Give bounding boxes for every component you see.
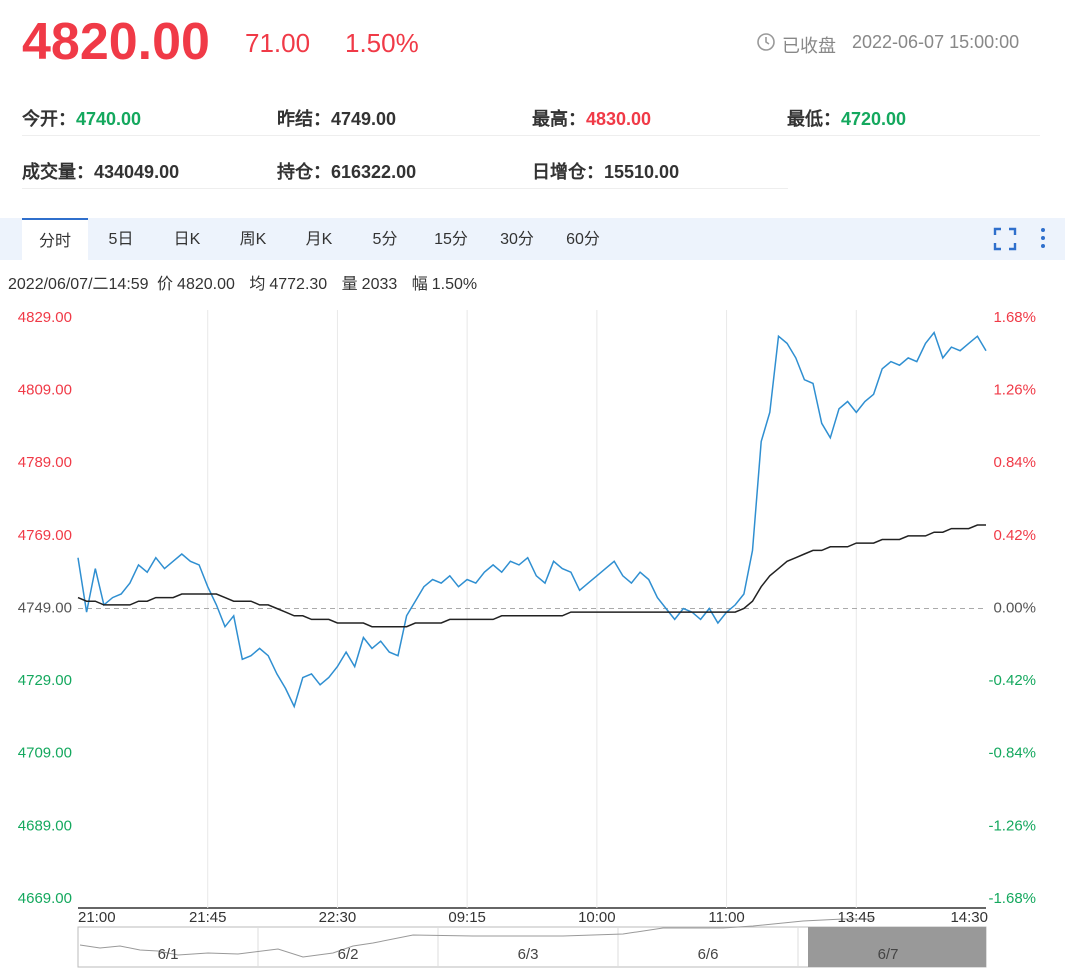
status: 已收盘 — [782, 36, 836, 56]
navigator-label: 6/7 — [878, 946, 899, 963]
navigator-label: 6/2 — [338, 946, 359, 963]
stat-label: 昨结：4749.00 — [277, 109, 397, 129]
navigator-labels: 6/1 6/2 6/3 6/6 6/7 — [158, 946, 899, 963]
stat-value: 616322.00 — [331, 162, 417, 182]
navigator-dividers — [257, 927, 799, 967]
info-value: 2033 — [361, 276, 398, 293]
y2-tick-label: -1.26% — [988, 817, 1036, 834]
info-value: 1.50% — [431, 276, 478, 293]
tab-bar: 分时 5日 日K 周K 月K 5分 15分 30分 60分 — [0, 218, 1065, 260]
x-tick-label: 21:00 — [78, 909, 116, 926]
stat-label: 成交量：434049.00 — [22, 162, 180, 182]
y-tick-label: 4769.00 — [18, 527, 72, 544]
info-label: 量 — [341, 276, 358, 293]
stat-label: 今开：4740.00 — [22, 109, 142, 129]
more-icon[interactable] — [1039, 226, 1047, 250]
stat-value: 434049.00 — [94, 162, 180, 182]
tab[interactable]: 30分 — [500, 231, 534, 248]
y-tick-label: 4689.00 — [18, 817, 72, 834]
y-tick-label: 4789.00 — [18, 454, 72, 471]
navigator-label: 6/3 — [518, 946, 539, 963]
x-tick-label: 09:15 — [448, 909, 486, 926]
crosshair-info: 2022/06/07/二14:59 价 4820.00 均 4772.30 量 203… — [8, 270, 481, 294]
series-line — [77, 524, 986, 628]
x-tick-label: 11:00 — [708, 909, 744, 926]
separator — [22, 135, 1040, 136]
series-line — [77, 330, 987, 709]
stat-value: 4740.00 — [76, 109, 142, 129]
x-tick-label: 14:30 — [950, 909, 988, 926]
separator — [22, 188, 788, 189]
stat-label: 日增仓：15510.00 — [532, 162, 680, 182]
y2-tick-label: -1.68% — [988, 890, 1036, 907]
timestamp: 2022-06-07 15:00:00 — [852, 32, 1020, 52]
navigator-trend — [79, 918, 873, 958]
navigator-label: 6/1 — [158, 946, 179, 963]
change: 71.00 — [245, 28, 311, 58]
stat-value: 4720.00 — [841, 109, 907, 129]
stat-value: 15510.00 — [604, 162, 680, 182]
stat-value: 4830.00 — [586, 109, 652, 129]
y2-tick-label: 0.84% — [993, 454, 1036, 471]
clock-icon — [757, 33, 775, 51]
x-tick-label: 13:45 — [838, 909, 876, 926]
info-label: 价 — [157, 276, 174, 293]
tab[interactable]: 15分 — [434, 231, 468, 248]
navigator-label: 6/6 — [698, 946, 719, 963]
navigator-frame — [77, 926, 987, 968]
last-price: 4820.00 — [22, 13, 210, 71]
y2-tick-label: -0.42% — [988, 672, 1036, 689]
y2-tick-label: 1.26% — [993, 382, 1036, 399]
y2-tick-label: 0.42% — [993, 527, 1036, 544]
info-label: 幅 — [411, 276, 428, 293]
tab[interactable]: 分时 — [22, 218, 88, 260]
y2-tick-label: -0.84% — [988, 745, 1036, 762]
y-tick-label: 4829.00 — [18, 309, 72, 326]
tab[interactable]: 月K — [305, 231, 333, 248]
tab[interactable]: 周K — [239, 231, 267, 248]
info-label: 均 — [249, 276, 266, 293]
tab[interactable]: 5日 — [108, 231, 134, 248]
x-tick-label: 21:45 — [189, 909, 227, 926]
y2-tick-label: 0.00% — [993, 599, 1036, 616]
stat-label: 持仓：616322.00 — [277, 162, 417, 182]
stat-value: 4749.00 — [331, 109, 397, 129]
info-date: 2022/06/07/二14:59 — [8, 276, 149, 293]
x-tick-label: 22:30 — [319, 909, 357, 926]
y-tick-label: 4709.00 — [18, 745, 72, 762]
tab[interactable]: 日K — [173, 231, 201, 248]
tab[interactable]: 5分 — [372, 231, 398, 248]
y-tick-label: 4749.00 — [18, 599, 72, 616]
x-tick-label: 10:00 — [578, 909, 616, 926]
y2-tick-label: 1.68% — [993, 309, 1036, 326]
stat-label: 最低：4720.00 — [787, 109, 907, 129]
info-value: 4772.30 — [269, 276, 328, 293]
fullscreen-icon[interactable] — [993, 227, 1017, 251]
y-tick-label: 4809.00 — [18, 382, 72, 399]
y-tick-label: 4669.00 — [18, 890, 72, 907]
stat-label: 最高：4830.00 — [532, 109, 652, 129]
y-tick-label: 4729.00 — [18, 672, 72, 689]
navigator-window — [808, 927, 986, 967]
change-pct: 1.50% — [345, 28, 419, 58]
info-value: 4820.00 — [177, 276, 235, 293]
tab[interactable]: 60分 — [566, 231, 600, 248]
